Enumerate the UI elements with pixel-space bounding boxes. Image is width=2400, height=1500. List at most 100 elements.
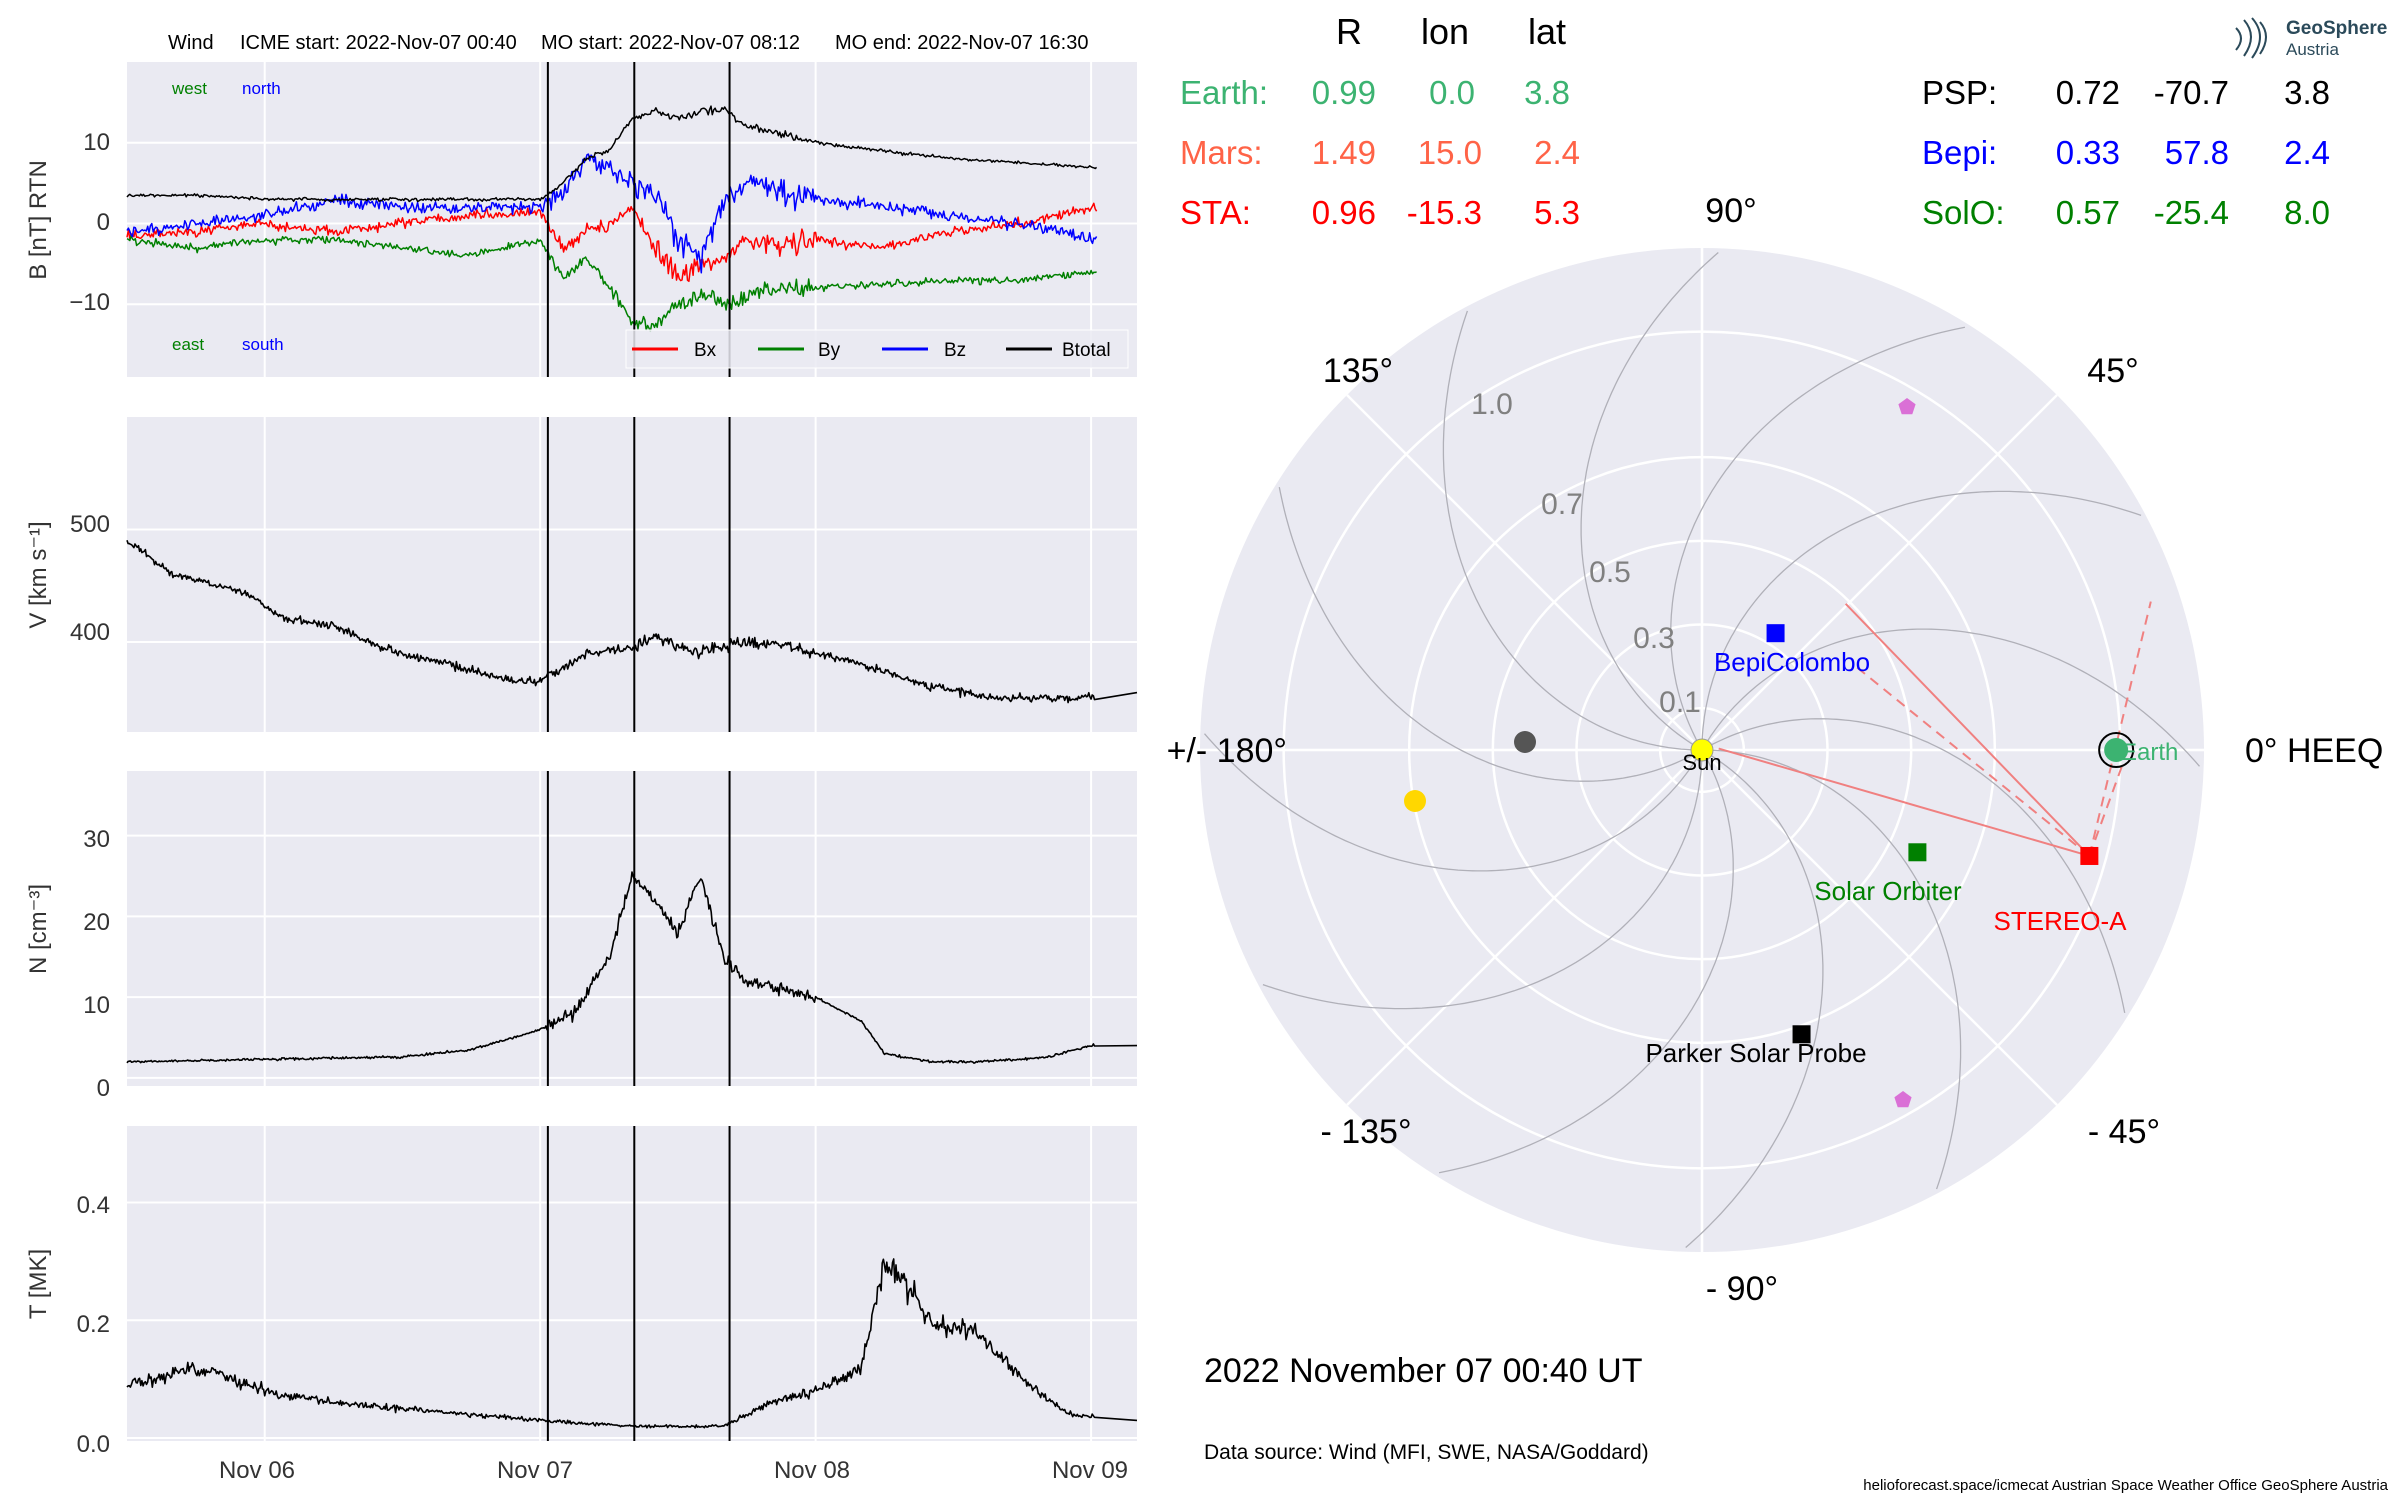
angle-m45: - 45° bbox=[2088, 1113, 2160, 1151]
rlabel-0-5: 0.5 bbox=[1589, 556, 1631, 589]
angle-0: 0° HEEQ bbox=[2245, 732, 2383, 770]
ts-title-icme: ICME start: 2022-Nov-07 00:40 bbox=[240, 32, 517, 54]
marker-sun bbox=[1690, 738, 1714, 762]
earth-row-lat: 3.8 bbox=[1524, 74, 1570, 111]
v-panel-background bbox=[127, 417, 1137, 732]
t-ytick-02: 0.2 bbox=[77, 1311, 110, 1338]
n-ytick-0: 0 bbox=[97, 1075, 110, 1102]
logo-icon bbox=[2235, 17, 2267, 59]
sta-row-lat: 5.3 bbox=[1534, 194, 1580, 231]
spiral-8 bbox=[1204, 733, 1699, 872]
polar-spoke-45 bbox=[1701, 394, 2058, 751]
polar-markers bbox=[1404, 398, 2135, 1108]
series-t bbox=[126, 1258, 1138, 1429]
t-ytick-00: 0.0 bbox=[77, 1431, 110, 1458]
v-ytick-500: 500 bbox=[70, 511, 110, 538]
spiral-6 bbox=[1442, 310, 1694, 751]
solo-row-r: 0.57 bbox=[2056, 194, 2120, 231]
series-n bbox=[126, 871, 1138, 1064]
marker-planet-yellow bbox=[1404, 790, 1426, 812]
marker-planet-grey bbox=[1514, 731, 1536, 753]
series-v bbox=[126, 539, 1138, 704]
rlabel-0-7: 0.7 bbox=[1541, 488, 1583, 521]
density-panel: N [cm⁻³] 30 20 10 0 bbox=[25, 771, 1138, 1102]
t-panel-grid bbox=[127, 1126, 1137, 1441]
b-panel-grid bbox=[127, 62, 1137, 377]
psp-row-r: 0.72 bbox=[2056, 74, 2120, 111]
sta-line-0 bbox=[1718, 747, 2090, 857]
t-panel-event-lines bbox=[546, 1126, 731, 1441]
xtick-nov06: Nov 06 bbox=[219, 1457, 295, 1484]
spiral-9 bbox=[1262, 758, 1703, 1010]
positions-table: R lon lat Earth: 0.99 0.0 3.8 Mars: 1.49… bbox=[1180, 11, 2330, 231]
series-by bbox=[126, 234, 1097, 333]
n-panel-series bbox=[126, 871, 1138, 1064]
label-solo: Solar Orbiter bbox=[1814, 876, 1962, 906]
sta-line-3 bbox=[2088, 601, 2152, 857]
b-legend: Bx By Bz Btotal bbox=[625, 329, 1129, 369]
n-ytick-20: 20 bbox=[83, 909, 110, 936]
label-bepi: BepiColombo bbox=[1714, 647, 1870, 677]
mars-row-r: 1.49 bbox=[1312, 134, 1376, 171]
bepi-row-name: Bepi: bbox=[1922, 134, 1997, 171]
angle-m90: - 90° bbox=[1706, 1270, 1778, 1308]
earth-row-name: Earth: bbox=[1180, 74, 1268, 111]
mars-row-name: Mars: bbox=[1180, 134, 1263, 171]
parker-spirals bbox=[1204, 252, 2200, 1248]
label-north: north bbox=[242, 79, 281, 98]
angle-180: +/- 180° bbox=[1167, 732, 1287, 770]
spiral-1 bbox=[1709, 718, 2126, 1014]
header-lon: lon bbox=[1421, 11, 1469, 52]
spiral-5 bbox=[1580, 252, 1719, 747]
legend-by: By bbox=[818, 340, 841, 361]
logo-line1: GeoSphere bbox=[2286, 18, 2387, 39]
ts-title-mo-start: MO start: 2022-Nov-07 08:12 bbox=[541, 32, 800, 54]
solo-row-lat: 8.0 bbox=[2284, 194, 2330, 231]
b-panel-series bbox=[126, 105, 1098, 333]
t-ylabel: T [MK] bbox=[25, 1249, 52, 1319]
solo-row-lon: -25.4 bbox=[2154, 194, 2229, 231]
xtick-nov09: Nov 09 bbox=[1052, 1457, 1128, 1484]
spiral-4 bbox=[1670, 326, 1966, 743]
label-south: south bbox=[242, 335, 284, 354]
xtick-nov07: Nov 07 bbox=[497, 1457, 573, 1484]
polar-spoke-135 bbox=[1346, 394, 1703, 751]
spiral-2 bbox=[1705, 628, 2200, 767]
spiral-11 bbox=[1685, 753, 1824, 1248]
n-ytick-10: 10 bbox=[83, 992, 110, 1019]
logo-line2: Austria bbox=[2286, 40, 2339, 59]
sta-line-1 bbox=[1844, 603, 2091, 857]
rlabel-0-3: 0.3 bbox=[1633, 622, 1675, 655]
spiral-7 bbox=[1278, 486, 1695, 782]
marker-earth bbox=[2104, 738, 2129, 762]
n-panel-grid bbox=[127, 771, 1137, 1086]
polar-spoke-225 bbox=[1346, 749, 1703, 1106]
series-btotal bbox=[126, 105, 1098, 203]
spiral-3 bbox=[1701, 490, 2142, 742]
marker-solo bbox=[1908, 843, 1927, 862]
mars-row-lon: 15.0 bbox=[1418, 134, 1482, 171]
v-ytick-400: 400 bbox=[70, 619, 110, 646]
angle-135: 135° bbox=[1323, 352, 1393, 390]
label-sun: Sun bbox=[1682, 750, 1721, 775]
angle-90: 90° bbox=[1705, 192, 1756, 230]
marker-pentagon-upper bbox=[1898, 398, 1916, 415]
rlabel-0-1: 0.1 bbox=[1659, 686, 1701, 719]
xtick-nov08: Nov 08 bbox=[774, 1457, 850, 1484]
marker-earth-ring bbox=[2098, 732, 2135, 768]
geosphere-logo: GeoSphere Austria bbox=[2235, 17, 2387, 59]
mars-row-lat: 2.4 bbox=[1534, 134, 1580, 171]
sta-row-r: 0.96 bbox=[1312, 194, 1376, 231]
header-r: R bbox=[1336, 11, 1362, 52]
t-panel-background bbox=[127, 1126, 1137, 1441]
temperature-panel: T [MK] 0.4 0.2 0.0 bbox=[25, 1126, 1138, 1458]
psp-row-lat: 3.8 bbox=[2284, 74, 2330, 111]
n-ylabel: N [cm⁻³] bbox=[25, 884, 52, 974]
series-bz bbox=[126, 153, 1098, 274]
bepi-row-lon: 57.8 bbox=[2165, 134, 2229, 171]
b-ytick-m10: −10 bbox=[69, 289, 110, 316]
label-earth: Earth bbox=[2121, 739, 2178, 766]
rlabel-1-0: 1.0 bbox=[1471, 388, 1513, 421]
header-lat: lat bbox=[1528, 11, 1566, 52]
v-ylabel: V [km s⁻¹] bbox=[25, 521, 52, 628]
